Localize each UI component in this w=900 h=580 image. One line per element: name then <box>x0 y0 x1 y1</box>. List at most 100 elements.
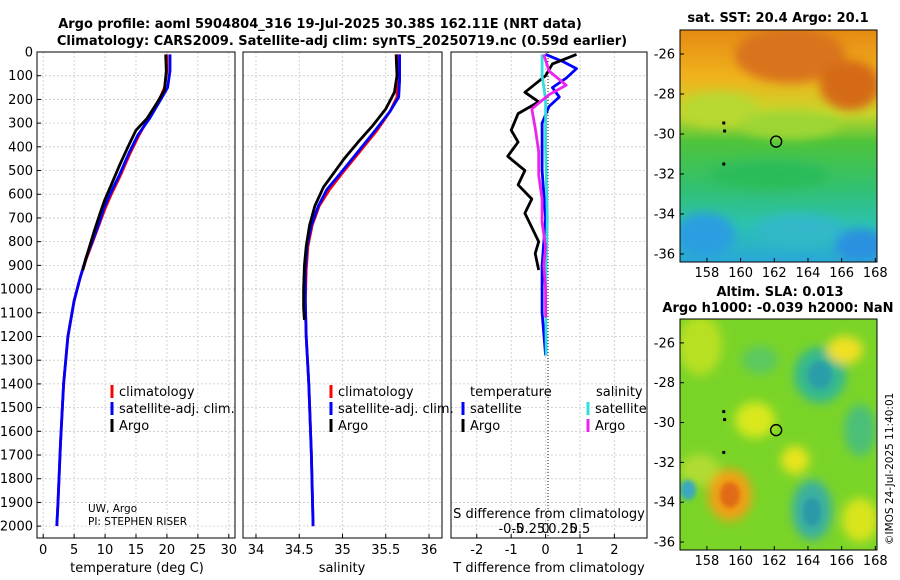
map-latitude-label: -34 <box>654 496 675 511</box>
sla-map-panel: Altim. SLA: 0.013 Argo h1000: -0.039 h20… <box>654 285 894 569</box>
s-difference-axis-label: S difference from climatology <box>453 507 645 522</box>
legend-sal-argo-label: Argo <box>595 419 625 434</box>
legend-temperature-title: temperature <box>470 385 552 400</box>
depth-tick-label: 900 <box>8 259 33 274</box>
legend-temp-argo-label: Argo <box>470 419 500 434</box>
map-latitude-label: -30 <box>654 416 675 431</box>
temperature-series <box>55 54 172 527</box>
depth-tick-label: 0 <box>25 46 33 61</box>
sst-map-panel: sat. SST: 20.4 Argo: 20.1 158 160 162 164 16… <box>654 11 888 281</box>
temperature-legend: climatology satellite-adj. clim. Argo <box>110 385 235 434</box>
x-tick-label: 34.5 <box>285 543 314 558</box>
x-tick-label: -1 <box>505 543 518 558</box>
x-tick-label: 25 <box>190 543 207 558</box>
depth-tick-label: 600 <box>8 188 33 203</box>
temperature-panel: 0100200300400500600700800900100011001200… <box>0 46 237 577</box>
sla-map-markers <box>722 410 783 454</box>
map-longitude-label: 168 <box>863 554 888 569</box>
depth-tick-label: 1300 <box>0 354 33 369</box>
map-longitude-label: 160 <box>728 554 753 569</box>
argo-position-marker <box>769 423 783 437</box>
map-longitude-label: 164 <box>796 266 821 281</box>
figure-title-line1: Argo profile: aoml 5904804_316 19-Jul-20… <box>58 17 582 32</box>
temperature-grid <box>37 51 235 538</box>
legend-sal-satellite-label: satellite <box>595 402 647 417</box>
s-diff-tick-label: 0.5 <box>570 522 591 537</box>
difference-axes-box <box>450 51 648 539</box>
sla-map-frame <box>679 318 878 551</box>
legend-argo-label: Argo <box>338 419 368 434</box>
sst-map-tick-labels: 158 160 162 164 166 168 -26 -28 -30 -32 -34 -36 <box>654 48 888 282</box>
sla-map-subtitle: Argo h1000: -0.039 h2000: NaN <box>662 301 893 316</box>
map-longitude-label: 158 <box>695 266 720 281</box>
salinity-series <box>302 54 402 527</box>
map-latitude-label: -30 <box>654 128 675 143</box>
map-longitude-label: 162 <box>762 266 787 281</box>
legend-satellite-label: satellite-adj. clim. <box>119 402 235 417</box>
s-diff-tick-label: -0.25 <box>512 522 546 537</box>
map-latitude-label: -26 <box>654 336 675 351</box>
series-line-argo <box>81 54 168 271</box>
legend-satellite-label: satellite-adj. clim. <box>338 402 454 417</box>
sla-map-image <box>680 319 877 550</box>
map-latitude-label: -32 <box>654 456 675 471</box>
legend-salinity-title: salinity <box>596 385 643 400</box>
depth-tick-label: 1500 <box>0 401 33 416</box>
figure-title-line2: Climatology: CARS2009. Satellite-adj cli… <box>57 34 627 49</box>
depth-tick-label: 2000 <box>0 520 33 535</box>
sst-map-markers <box>722 121 783 166</box>
depth-tick-label: 500 <box>8 164 33 179</box>
credit-line2: PI: STEPHEN RISER <box>88 516 187 528</box>
x-tick-label: 2 <box>610 543 618 558</box>
legend-argo-label: Argo <box>119 419 149 434</box>
x-tick-label: 10 <box>97 543 114 558</box>
map-latitude-label: -26 <box>654 48 675 63</box>
x-tick-label: -2 <box>470 543 483 558</box>
depth-tick-label: 1400 <box>0 377 33 392</box>
sst-map-frame <box>679 29 878 263</box>
legend-temp-satellite-label: satellite <box>470 402 522 417</box>
salinity-panel: 34 34.5 35 35.5 36 salinity climatology sate… <box>242 51 454 576</box>
depth-tick-label: 800 <box>8 235 33 250</box>
depth-tick-label: 400 <box>8 140 33 155</box>
map-latitude-label: -36 <box>654 536 675 551</box>
map-longitude-label: 166 <box>829 554 854 569</box>
depth-tick-labels: 0 100 200 300 400 500 600 700 800 900 1000 1100 1200… <box>0 46 41 535</box>
salinity-grid <box>243 51 442 538</box>
sla-map-tick-labels: 158 160 162 164 166 168 -26 -28 -30 -32 -34 -36 <box>654 336 888 569</box>
t-difference-tick-labels: -2 -1 0 1 2 <box>470 534 618 558</box>
x-tick-label: 20 <box>159 543 176 558</box>
x-tick-label: 35.5 <box>371 543 400 558</box>
x-tick-label: 15 <box>128 543 145 558</box>
map-latitude-label: -28 <box>654 88 675 103</box>
temperature-tick-labels: 0 5 10 15 20 25 30 <box>39 534 237 558</box>
series-line-temperature-satellite <box>540 53 578 356</box>
depth-tick-label: 700 <box>8 211 33 226</box>
previous-profile-marker <box>722 450 726 454</box>
sst-map-title: sat. SST: 20.4 Argo: 20.1 <box>687 11 868 26</box>
s-diff-tick-label: 0.25 <box>548 522 577 537</box>
map-longitude-label: 164 <box>796 554 821 569</box>
series-line-argo <box>302 54 399 320</box>
difference-series <box>506 53 578 356</box>
map-longitude-label: 166 <box>829 266 854 281</box>
series-line-satellite-adj-clim- <box>55 54 172 527</box>
depth-tick-label: 200 <box>8 93 33 108</box>
map-longitude-label: 168 <box>863 266 888 281</box>
map-longitude-label: 158 <box>695 554 720 569</box>
t-difference-axis-label: T difference from climatology <box>452 561 645 576</box>
depth-tick-label: 1800 <box>0 472 33 487</box>
legend-climatology-label: climatology <box>119 385 195 400</box>
salinity-legend: climatology satellite-adj. clim. Argo <box>329 385 454 434</box>
difference-legend: temperature satellite Argo salinity sate… <box>461 385 647 434</box>
argo-position-marker <box>769 135 783 148</box>
map-latitude-label: -32 <box>654 168 675 183</box>
depth-tick-label: 1600 <box>0 425 33 440</box>
x-tick-label: 30 <box>221 543 238 558</box>
map-longitude-label: 160 <box>728 266 753 281</box>
previous-profile-marker <box>723 129 727 133</box>
salinity-axis-label: salinity <box>319 561 366 576</box>
